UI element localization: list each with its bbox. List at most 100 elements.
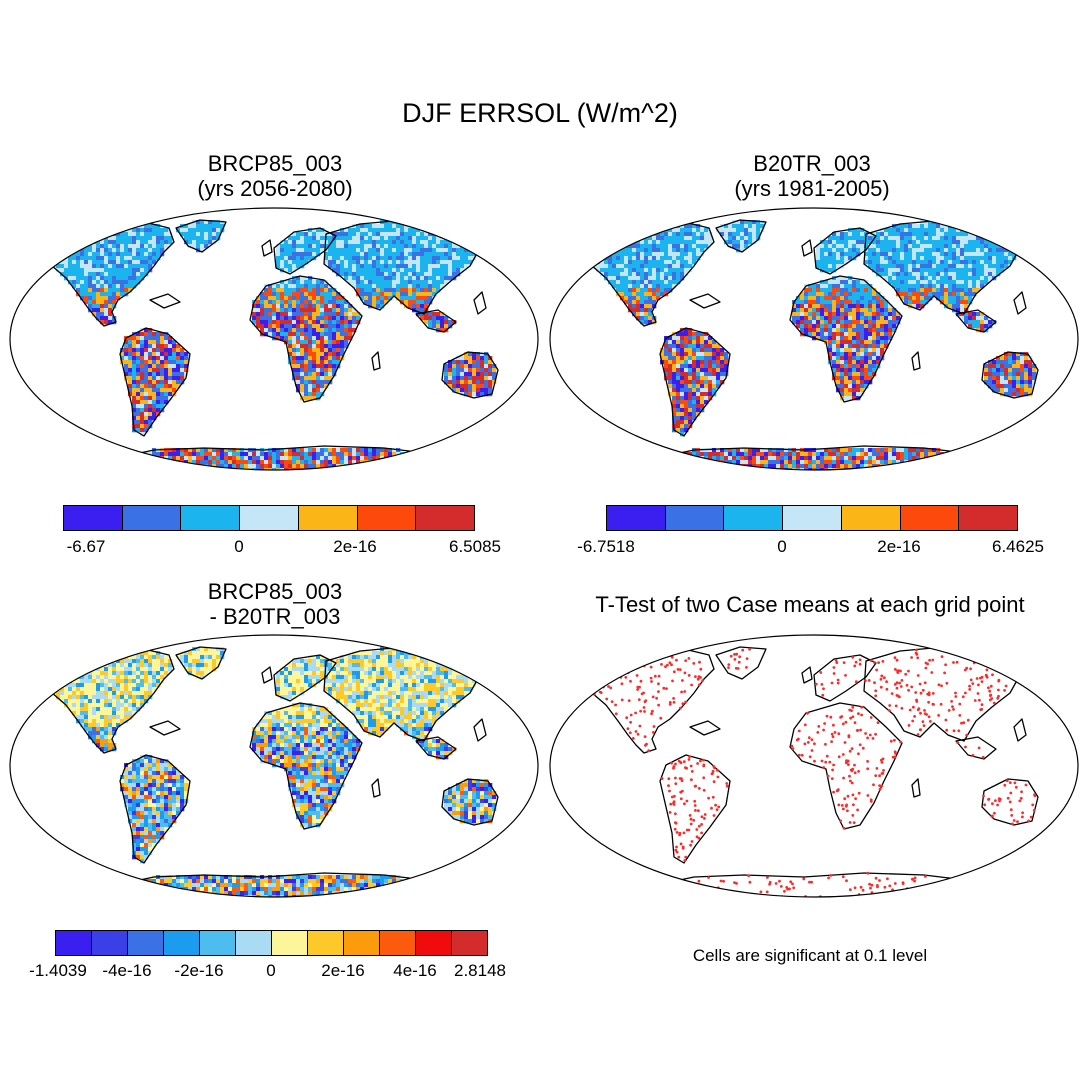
coastline-europe [813,654,877,702]
coastline-island-3 [473,291,487,315]
coastline-greenland [715,646,767,680]
colorbar-swatch [308,931,344,955]
coastline-island-5 [497,836,511,858]
coastline-south-america [119,327,191,437]
coastline-australia [981,778,1039,826]
coastline-island-5 [497,409,511,431]
colorbar-swatch [128,931,164,955]
colorbar-tick-label: -1.4039 [29,961,87,980]
coastline-island-3 [1013,291,1027,315]
colorbar-tick-label: -6.67 [66,537,106,556]
coastline-indochina [415,736,457,760]
map-border [549,634,1079,898]
colorbar-swatch [959,506,1018,530]
colorbar-swatch [64,506,123,530]
coastline-island-4 [911,778,921,798]
colorbar-panel-1 [63,505,475,531]
panel-title-2: B20TR_003 (yrs 1981-2005) [612,151,1012,201]
colorbar-tick-label: -2e-16 [174,961,224,980]
map-panel-difference [9,634,539,898]
colorbar-tick-label: 2.8148 [454,961,506,980]
colorbar-panel-2 [606,505,1018,531]
map-panel-b20tr [549,207,1079,471]
coastline-south-america [119,754,191,864]
colorbar-ticks-panel-1: -6.67 0 2e-16 6.5085 [0,537,1080,557]
coastline-australia [441,351,499,399]
colorbar-swatch [344,931,380,955]
colorbar-swatch [841,506,901,530]
colorbar-swatch [92,931,128,955]
map-background [550,635,1078,897]
colorbar-swatch [783,506,842,530]
map-border [9,634,539,898]
colorbar-swatch [236,931,272,955]
panel-title-3: BRCP85_003 - B20TR_003 [75,579,475,629]
coastline-europe [273,227,337,275]
coastline-island-2 [261,239,273,257]
colorbar-tick-label: 2e-16 [877,537,921,556]
colorbar-swatch [416,931,452,955]
coastline-africa [249,275,363,403]
colorbar-tick-label: -6.7518 [577,537,635,556]
panel-title-4: T-Test of two Case means at each grid po… [540,592,1080,617]
colorbar-tick-label: 2e-16 [333,537,377,556]
coastline-island-2 [261,666,273,684]
map-panel-brcp85 [9,207,539,471]
panel-title-4-line-1: T-Test of two Case means at each grid po… [595,592,1025,617]
colorbar-tick-label: 6.5085 [449,537,501,556]
colorbar-ticks-panel-2: -6.7518 0 2e-16 6.4625 [0,537,1080,557]
colorbar-swatch [164,931,200,955]
coastline-island-5 [1037,409,1051,431]
map-panel-ttest [549,634,1079,898]
colorbar-swatch [380,931,416,955]
panel-title-1-line-1: BRCP85_003 [207,151,343,176]
colorbar-tick-label: 0 [266,961,276,980]
colorbar-swatch [724,506,784,530]
significance-note: Cells are significant at 0.1 level [692,946,928,965]
coastline-island-4 [371,778,381,798]
coastline-south-america [659,327,731,437]
coastline-indochina [415,309,457,333]
coastline-africa [789,275,903,403]
colorbar-swatch [607,506,666,530]
colorbar-swatch [272,931,308,955]
panel-title-1: BRCP85_003 (yrs 2056-2080) [75,151,475,201]
colorbar-swatch [900,506,960,530]
coastline-island-1 [149,293,181,309]
colorbar-ticks-panel-3: -1.4039 -4e-16 -2e-16 0 2e-16 4e-16 2.8148 [0,961,1080,981]
coastline-africa [249,702,363,830]
panel-title-2-line-1: B20TR_003 [753,151,871,176]
coastline-greenland [715,219,767,253]
panel-title-3-line-1: BRCP85_003 [207,579,343,604]
colorbar-tick-label: 4e-16 [393,961,437,980]
colorbar-swatch [452,931,487,955]
colorbar-swatch [357,506,417,530]
coastline-indochina [955,736,997,760]
coastline-island-3 [473,718,487,742]
figure-title: DJF ERRSOL (W/m^2) [402,98,678,128]
colorbar-tick-label: 0 [777,537,787,556]
coastline-australia [441,778,499,826]
coastline-europe [813,227,877,275]
colorbar-swatch [56,931,92,955]
coastline-africa [789,702,903,830]
coastline-indochina [955,309,997,333]
coastline-island-2 [801,239,813,257]
colorbar-swatch [665,506,725,530]
coastline-greenland [175,219,227,253]
map-border [549,207,1079,471]
panel-title-3-line-2: - B20TR_003 [209,604,341,629]
coastline-europe [273,654,337,702]
colorbar-swatch [200,931,236,955]
coastline-island-1 [689,720,721,736]
colorbar-tick-label: 6.4625 [992,537,1044,556]
panel-title-1-line-2: (yrs 2056-2080) [197,176,353,201]
colorbar-swatch [240,506,299,530]
coastline-island-5 [1037,836,1051,858]
colorbar-swatch [122,506,182,530]
colorbar-tick-label: 2e-16 [321,961,365,980]
colorbar-swatch [416,506,475,530]
coastline-island-2 [801,666,813,684]
coastline-greenland [175,646,227,680]
significance-dots [587,647,1037,897]
